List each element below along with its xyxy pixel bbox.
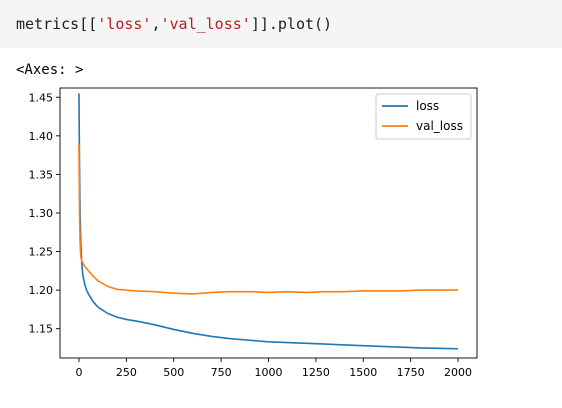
legend-label-val-loss: val_loss <box>416 119 463 133</box>
y-tick-label: 1.40 <box>29 130 54 143</box>
code-comma: , <box>151 15 161 33</box>
x-tick-label: 2000 <box>444 366 472 379</box>
y-tick-label: 1.30 <box>29 207 54 220</box>
x-tick-label: 1500 <box>349 366 377 379</box>
code-prefix: metrics[[ <box>16 15 98 33</box>
x-tick-label: 750 <box>211 366 232 379</box>
y-tick-label: 1.45 <box>29 91 54 104</box>
y-tick-label: 1.35 <box>29 168 54 181</box>
legend-label-loss: loss <box>416 99 439 113</box>
series-line-val-loss <box>78 143 459 295</box>
y-tick-label: 1.20 <box>29 284 54 297</box>
x-tick-label: 250 <box>116 366 137 379</box>
x-tick-label: 1750 <box>397 366 425 379</box>
code-suffix: ]].plot() <box>250 15 333 33</box>
x-tick-label: 1000 <box>255 366 283 379</box>
code-cell[interactable]: metrics[['loss','val_loss']].plot() <box>0 0 562 48</box>
code-string-val-loss: 'val_loss' <box>160 15 251 33</box>
x-tick-label: 0 <box>75 366 82 379</box>
y-tick-label: 1.15 <box>29 323 54 336</box>
y-tick-label: 1.25 <box>29 246 54 259</box>
output-repr: <Axes: > <box>16 62 84 78</box>
series-line-loss <box>78 93 459 350</box>
x-tick-label: 500 <box>163 366 184 379</box>
code-string-loss: 'loss' <box>97 15 152 33</box>
x-tick-label: 1250 <box>302 366 330 379</box>
